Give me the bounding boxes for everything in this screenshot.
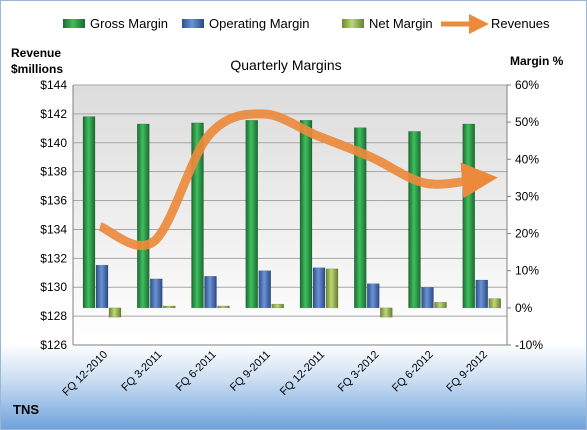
x-tick-label: FQ 6-2011 — [174, 349, 219, 394]
bar-gross-margin — [299, 120, 313, 309]
bar-net-margin — [434, 302, 447, 309]
bar-net-margin — [488, 298, 501, 309]
legend-swatch-gross-margin — [63, 19, 85, 28]
bar-operating-margin — [312, 267, 326, 309]
bar-operating-margin — [475, 279, 488, 309]
y-left-tick-label: $136 — [40, 194, 67, 208]
bar-net-margin — [325, 268, 339, 309]
y-left-tick-label: $138 — [40, 165, 67, 179]
y-left-tick-label: $126 — [40, 338, 67, 352]
line-revenues — [98, 109, 498, 251]
bar-gross-margin — [82, 116, 96, 309]
bar-net-margin — [217, 305, 230, 309]
y-right-tick-label: 60% — [515, 78, 539, 92]
y-left-tick-label: $144 — [40, 78, 67, 92]
legend: Gross Margin Operating Margin Net Margin… — [63, 14, 550, 34]
bar-operating-margin — [150, 278, 163, 309]
chart-title: Quarterly Margins — [230, 57, 341, 73]
legend-swatch-operating-margin — [182, 19, 204, 28]
legend-label-operating-margin: Operating Margin — [209, 16, 309, 31]
y-right-tick-label: 40% — [515, 152, 539, 166]
source-label: TNS — [13, 402, 39, 417]
bar-operating-margin — [421, 287, 434, 309]
legend-label-revenues: Revenues — [491, 16, 550, 31]
legend-label-net-margin: Net Margin — [369, 16, 433, 31]
y-right-label: Margin % — [510, 54, 564, 68]
bar-net-margin — [271, 303, 284, 309]
y-left-tick-label: $128 — [40, 309, 67, 323]
plot-layer: $126 $128 $130 $132 $134 $136 $138 $140 $142 $144… — [40, 78, 543, 399]
y-left-tick-label: $130 — [40, 280, 67, 294]
x-tick-label: FQ 12-2010 — [60, 349, 110, 399]
bar-operating-margin — [367, 283, 380, 309]
x-tick-label: FQ 12-2011 — [278, 349, 327, 398]
bar-gross-margin — [245, 120, 258, 309]
y-left-tick-label: $132 — [40, 251, 67, 265]
bar-net-margin — [380, 307, 393, 318]
legend-label-gross-margin: Gross Margin — [90, 16, 168, 31]
bar-operating-margin — [204, 276, 217, 309]
y-right-tick-label: 20% — [515, 227, 539, 241]
y-left-label-line2: $millions — [11, 62, 63, 76]
bar-operating-margin — [258, 270, 271, 309]
x-tick-label: FQ 3-2011 — [119, 349, 164, 394]
x-tick-label: FQ 9-2011 — [228, 349, 273, 394]
bar-gross-margin — [137, 123, 150, 309]
x-tick-label: FQ 9-2012 — [444, 349, 490, 395]
legend-swatch-net-margin — [342, 19, 364, 28]
bar-gross-margin — [354, 127, 367, 309]
bar-operating-margin — [95, 264, 109, 309]
y-right-tick-label: 30% — [515, 189, 539, 203]
bar-net-margin — [108, 307, 122, 318]
y-left-label-line1: Revenue — [11, 46, 61, 60]
y-left-tick-label: $142 — [40, 107, 67, 121]
y-right-tick-label: 50% — [515, 115, 539, 129]
x-tick-label: FQ 3-2012 — [336, 349, 382, 395]
y-left-tick-label: $134 — [40, 222, 67, 236]
y-right-tick-label: 0% — [515, 301, 533, 315]
y-left-tick-label: $140 — [40, 136, 67, 150]
x-tick-label: FQ 6-2012 — [390, 349, 436, 395]
bar-gross-margin — [408, 131, 421, 309]
y-right-tick-label: 10% — [515, 264, 539, 278]
y-right-tick-label: -10% — [515, 338, 543, 352]
bar-net-margin — [163, 305, 176, 309]
bar-gross-margin — [462, 123, 475, 309]
